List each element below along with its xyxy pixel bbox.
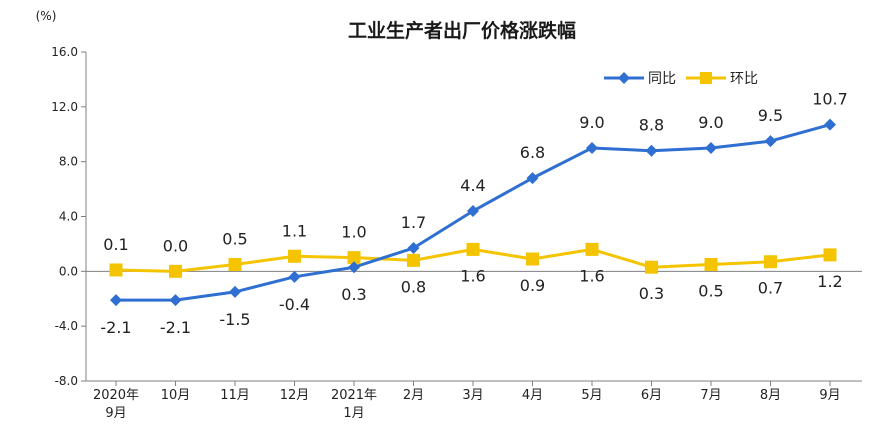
mom-data-label: 1.6	[460, 266, 485, 285]
x-tick-label: 2021年 1月	[331, 388, 377, 421]
legend-mom-label: 环比	[730, 71, 758, 87]
mom-point-marker	[228, 257, 242, 271]
mom-point-marker	[645, 260, 658, 274]
mom-data-label: 1.1	[282, 221, 307, 240]
x-tick-label: 8月	[760, 388, 781, 403]
yoy-point-marker	[586, 141, 598, 154]
x-tick-label: 5月	[581, 388, 602, 403]
yoy-data-label: 6.8	[520, 143, 545, 162]
mom-point-marker	[704, 257, 718, 271]
yoy-data-label: -1.5	[219, 310, 250, 329]
yoy-point-marker	[467, 205, 479, 218]
y-tick-label: 0.0	[59, 264, 78, 278]
mom-data-label: 0.5	[698, 281, 723, 300]
x-tick-label-line: 11月	[220, 388, 250, 403]
yoy-data-label: 1.7	[401, 213, 426, 232]
yoy-point-marker	[645, 144, 658, 157]
data-labels: -2.1 -2.1 -1.5 -0.4 0.3 1.7 4.4 6.8 9.0 8.8 9.0 9.5…	[100, 90, 847, 337]
yoy-data-label: -0.4	[279, 295, 310, 314]
mom-point-marker	[169, 264, 182, 278]
axes: 16.0 12.0 8.0 4.0 0.0 -4.0 -8.0 2020年 9月 10月 11月 12…	[51, 45, 862, 421]
yoy-point-marker	[229, 285, 241, 298]
x-tick-label-line: 2月	[403, 388, 424, 403]
yoy-data-label: 0.3	[341, 285, 366, 304]
x-tick-label-line: 7月	[700, 388, 721, 403]
yoy-data-label: 9.5	[758, 106, 783, 125]
mom-point-marker	[823, 248, 837, 262]
mom-point-marker	[526, 252, 539, 266]
mom-point-marker	[585, 242, 599, 256]
x-tick-label: 10月	[161, 388, 191, 403]
x-tick-label-line: 5月	[581, 388, 602, 403]
mom-data-label: 0.1	[103, 235, 128, 254]
x-tick-label: 11月	[220, 388, 250, 403]
legend-mom-marker	[700, 72, 712, 84]
mom-data-label: 0.7	[758, 279, 783, 298]
mom-data-label: 0.5	[222, 229, 247, 248]
mom-point-marker	[288, 249, 301, 263]
yoy-point-marker	[705, 141, 717, 154]
x-tick-label: 9月	[819, 388, 840, 403]
x-tick-label: 6月	[641, 388, 662, 403]
mom-data-label: 1.2	[817, 272, 842, 291]
yoy-point-marker	[407, 242, 420, 255]
mom-point-marker	[407, 253, 420, 267]
y-tick-label: 12.0	[51, 100, 78, 114]
legend-yoy-marker	[618, 72, 630, 84]
x-tick-label-line: 10月	[161, 388, 191, 403]
yoy-data-label: 10.7	[812, 90, 848, 109]
yoy-data-label: 8.8	[639, 116, 664, 135]
y-tick-label: 8.0	[59, 155, 78, 169]
mom-point-marker	[764, 255, 777, 269]
mom-data-label: 1.0	[341, 223, 366, 242]
y-tick-label: -4.0	[55, 319, 78, 333]
x-tick-label: 4月	[522, 388, 543, 403]
mom-point-marker	[109, 263, 123, 277]
x-tick-label-line: 2021年	[331, 388, 377, 403]
legend: 同比 环比	[604, 71, 758, 87]
y-tick-label: 16.0	[51, 45, 78, 59]
legend-yoy-label: 同比	[648, 71, 676, 87]
y-axis-unit: (%)	[36, 9, 57, 23]
yoy-data-label: -2.1	[100, 318, 131, 337]
yoy-data-label: 9.0	[579, 113, 604, 132]
yoy-point-marker	[526, 172, 539, 185]
x-tick-label-line: 4月	[522, 388, 543, 403]
x-tick-label-line: 3月	[462, 388, 483, 403]
mom-data-label: 0.3	[639, 284, 664, 303]
mom-data-label: 0.8	[401, 277, 426, 296]
x-tick-label-line: 12月	[280, 388, 310, 403]
x-tick-label-line: 8月	[760, 388, 781, 403]
yoy-point-marker	[110, 294, 122, 307]
x-tick-label: 12月	[280, 388, 310, 403]
x-tick-label: 7月	[700, 388, 721, 403]
x-tick-label: 2020年 9月	[93, 388, 139, 421]
x-tick-label: 3月	[462, 388, 483, 403]
yoy-point-marker	[169, 294, 182, 307]
yoy-data-label: -2.1	[160, 318, 191, 337]
chart-title: 工业生产者出厂价格涨跌幅	[348, 19, 576, 42]
mom-data-label: 0.9	[520, 276, 545, 295]
yoy-point-marker	[288, 270, 301, 283]
y-tick-label: 4.0	[59, 210, 78, 224]
x-tick-label-line: 1月	[343, 406, 364, 421]
x-tick-label-line: 9月	[819, 388, 840, 403]
x-tick-label: 2月	[403, 388, 424, 403]
y-tick-label: -8.0	[55, 374, 78, 388]
x-tick-label-line: 2020年	[93, 388, 139, 403]
yoy-data-label: 4.4	[460, 176, 485, 195]
mom-data-label: 1.6	[579, 266, 604, 285]
mom-data-label: 0.0	[163, 236, 188, 255]
yoy-point-marker	[348, 261, 360, 274]
x-tick-label-line: 9月	[105, 406, 126, 421]
yoy-point-marker	[764, 135, 777, 148]
yoy-point-marker	[824, 118, 836, 131]
x-tick-label-line: 6月	[641, 388, 662, 403]
yoy-data-label: 9.0	[698, 113, 723, 132]
series-markers	[109, 118, 837, 307]
mom-point-marker	[347, 251, 361, 265]
mom-point-marker	[466, 242, 480, 256]
